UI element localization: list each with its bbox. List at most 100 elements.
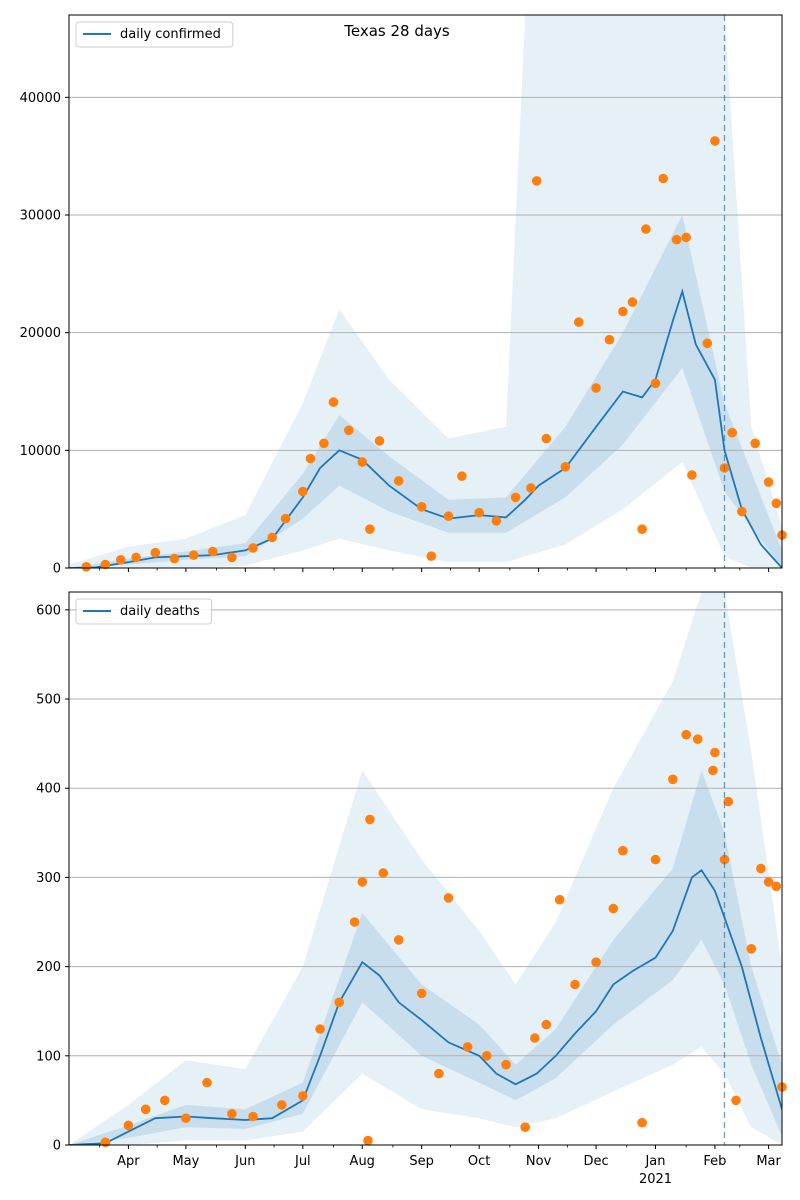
deaths-data-point (650, 854, 661, 865)
confirmed-data-point (637, 524, 647, 534)
deaths-data-point (681, 729, 691, 740)
confirmed-data-point (526, 483, 536, 493)
deaths-data-point (416, 988, 427, 999)
deaths-y-tick-label: 300 (36, 871, 61, 886)
deaths-data-point (731, 1095, 741, 1106)
confirmed-data-point (298, 486, 308, 497)
deaths-data-point (181, 1113, 191, 1123)
confirmed-data-point (357, 457, 368, 467)
deaths-x-tick-label: May (172, 1154, 199, 1169)
deaths-data-point (501, 1059, 511, 1070)
deaths-x-tick-label: Sep (409, 1154, 434, 1169)
deaths-legend-box (75, 598, 213, 625)
deaths-data-point (570, 979, 580, 990)
confirmed-data-point (591, 383, 601, 393)
confirmed-data-point (188, 550, 199, 560)
deaths-inner-band (69, 770, 782, 1145)
deaths-data-point (443, 893, 454, 903)
deaths-x-axis: Apr May Jun Jul Aug Sep Oct Nov Dec Jan Feb Mar 2021 (99, 1145, 782, 1187)
confirmed-data-point (763, 477, 774, 487)
deaths-data-point (378, 868, 389, 878)
confirmed-legend-label: daily confirmed (120, 27, 221, 42)
deaths-y-tick-label: 500 (36, 693, 61, 708)
deaths-panel: 0 100 200 300 400 500 600 Apr May Jun Jul Aug Sep Oc… (36, 591, 787, 1187)
deaths-data-point (692, 734, 703, 744)
deaths-line-layer (69, 869, 782, 1145)
confirmed-data-point (627, 297, 638, 307)
deaths-data-point (298, 1091, 308, 1101)
confirmed-y-tick-label: 10000 (20, 444, 61, 459)
confirmed-line-layer (69, 288, 782, 568)
deaths-data-point (608, 903, 619, 914)
confirmed-data-point (319, 438, 329, 449)
deaths-data-point (363, 1135, 373, 1146)
confirmed-inner-band-layer (69, 215, 782, 568)
confirmed-data-point (618, 306, 628, 317)
confirmed-y-tick-label: 40000 (20, 91, 61, 106)
confirmed-data-point (426, 551, 437, 561)
confirmed-outer-band (69, 15, 782, 568)
deaths-y-tick-label: 400 (36, 782, 61, 797)
deaths-data-point (334, 997, 345, 1008)
deaths-data-point (763, 877, 774, 887)
deaths-series-line (69, 869, 782, 1145)
deaths-points-layer (100, 729, 787, 1148)
deaths-data-point (719, 854, 730, 865)
deaths-x-tick-label: Jan (644, 1154, 665, 1169)
deaths-data-point (315, 1024, 325, 1034)
confirmed-legend-box (75, 21, 234, 48)
x-year-label: 2021 (639, 1172, 672, 1187)
confirmed-data-point (687, 470, 697, 480)
deaths-data-point (668, 774, 678, 785)
deaths-x-tick-label: Apr (117, 1154, 140, 1169)
confirmed-data-point (541, 433, 552, 444)
confirmed-data-point (393, 476, 404, 486)
deaths-x-tick-label: Nov (526, 1154, 552, 1169)
deaths-outer-band (69, 592, 782, 1145)
deaths-data-point (710, 747, 720, 758)
deaths-data-point (637, 1117, 647, 1128)
confirmed-axes-frame (68, 14, 783, 569)
confirmed-outer-band-layer (69, 15, 782, 568)
confirmed-data-point (681, 232, 691, 243)
deaths-y-tick-label: 200 (36, 960, 61, 975)
confirmed-gridlines (69, 96, 782, 451)
deaths-data-point (462, 1042, 473, 1052)
deaths-x-tick-label: Jul (294, 1154, 311, 1169)
confirmed-data-point (457, 471, 467, 482)
deaths-data-point (530, 1033, 540, 1043)
deaths-y-tick-label: 0 (53, 1139, 61, 1154)
deaths-data-point (771, 881, 782, 892)
deaths-data-point (365, 814, 375, 825)
confirmed-data-point (344, 425, 354, 436)
confirmed-points-layer (81, 136, 787, 572)
deaths-data-point (140, 1104, 151, 1115)
confirmed-data-point (305, 453, 316, 464)
deaths-data-point (248, 1111, 258, 1122)
deaths-data-point (434, 1068, 444, 1079)
deaths-data-point (746, 944, 757, 954)
confirmed-data-point (574, 317, 584, 327)
confirmed-data-point (737, 506, 747, 517)
deaths-y-tick-label: 600 (36, 603, 61, 618)
confirmed-data-point (169, 553, 180, 564)
deaths-data-point (482, 1051, 492, 1061)
chart-title: Texas 28 days (343, 22, 450, 40)
confirmed-data-point (248, 543, 258, 553)
confirmed-data-point (650, 378, 661, 389)
deaths-x-tick-label: Jun (234, 1154, 255, 1169)
confirmed-data-point (208, 546, 218, 557)
deaths-x-tick-label: Mar (756, 1154, 781, 1169)
deaths-x-tick-label: Oct (468, 1154, 490, 1169)
deaths-data-point (277, 1100, 287, 1110)
confirmed-data-point (267, 532, 278, 543)
deaths-y-tick-label: 100 (36, 1049, 61, 1064)
confirmed-data-point (560, 462, 571, 472)
confirmed-data-point (150, 547, 161, 558)
deaths-data-point (100, 1137, 111, 1148)
deaths-y-axis: 0 100 200 300 400 500 600 (36, 603, 69, 1154)
confirmed-data-point (750, 438, 760, 449)
deaths-inner-band-layer (69, 770, 782, 1145)
confirmed-data-point (116, 555, 126, 565)
